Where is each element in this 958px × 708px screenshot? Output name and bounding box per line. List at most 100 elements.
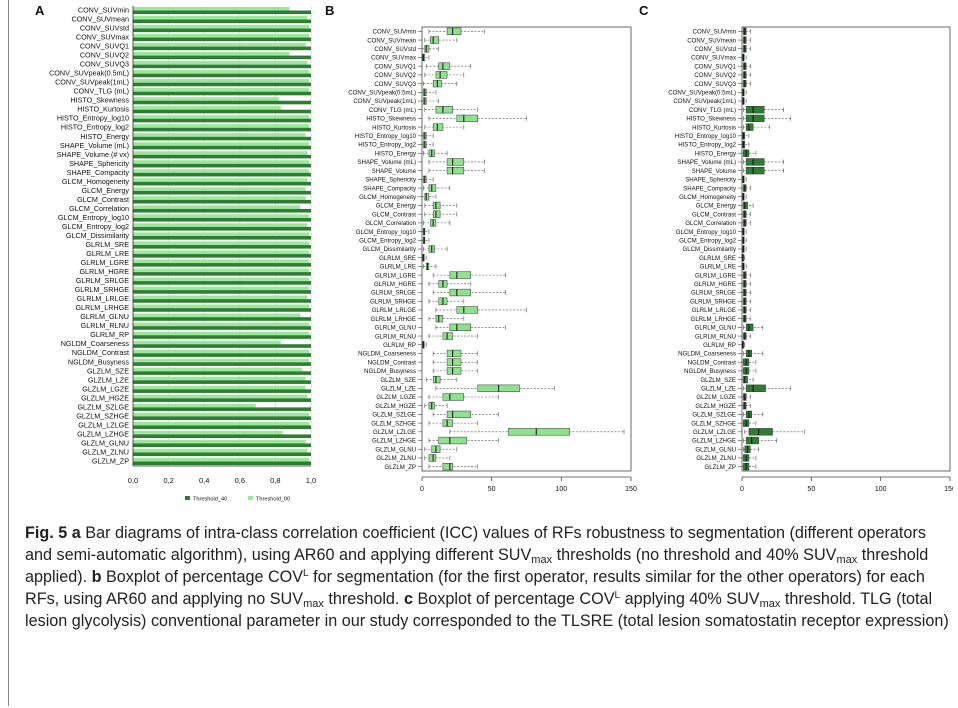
box-iqr-b (438, 62, 451, 70)
category-label-a: CONV_SUVmin (78, 5, 129, 14)
bar-threshold-40 (133, 452, 311, 457)
bar-threshold-40 (133, 308, 311, 312)
bar-threshold-00 (133, 160, 310, 164)
bar-threshold-40 (133, 461, 311, 466)
bar-threshold-40 (133, 353, 311, 357)
category-label-a: GLRLM_SRE (85, 240, 129, 249)
category-label-b: GLRLM_LRE (380, 264, 416, 271)
bar-threshold-00 (133, 169, 310, 173)
category-label-b: GLZLM_GLNU (375, 446, 416, 453)
bar-threshold-00 (133, 70, 310, 74)
category-label-a: GLZLM_LGZE (82, 384, 129, 393)
category-label-b: CONV_SUVQ3 (374, 81, 416, 88)
category-label-b: GLZLM_ZLNU (376, 455, 416, 462)
category-label-c: GLRLM_SRHGE (690, 298, 736, 305)
caption-a-text: threshold applied). (25, 546, 929, 586)
bar-threshold-00 (133, 439, 306, 444)
box-iqr-c (745, 114, 765, 123)
category-label-a: GLZLM_GLNU (81, 438, 129, 447)
tick-label-a: 0,6 (235, 476, 245, 485)
category-label-c: GLRLM_GLNU (695, 325, 736, 332)
bar-threshold-40 (133, 37, 311, 42)
category-label-c: GLCM_Homogeneity (679, 194, 737, 201)
caption-c-label: c (403, 590, 413, 608)
bar-threshold-00 (133, 232, 310, 236)
box-iqr-b (442, 419, 453, 427)
category-label-a: GLRLM_LRE (86, 249, 129, 258)
category-label-b: CONV_SUVQ2 (374, 72, 416, 79)
category-label-a: GLRLM_SRHGE (75, 285, 130, 294)
bar-threshold-40 (133, 64, 311, 69)
category-label-a: GLCM_Homogeneity (62, 177, 130, 186)
box-iqr-b (435, 106, 453, 114)
bar-threshold-40 (133, 416, 311, 420)
category-label-a: GLZLM_HGZE (81, 393, 129, 402)
category-label-a: GLRLM_SRLGE (76, 276, 129, 285)
category-label-c: GLCM_Dissimilarity (683, 246, 737, 253)
category-label-c: HISTO_Skewness (686, 116, 736, 123)
category-label-b: CONV_SUVpeak(1mL) (353, 98, 416, 105)
bar-threshold-40 (133, 190, 311, 195)
box-iqr-b (508, 428, 570, 436)
legend-swatch-threshold-00 (248, 496, 253, 500)
tick-label-b: 0 (420, 486, 424, 493)
category-label-b: GLZLM_LZHGE (372, 438, 416, 445)
category-label-b: GLRLM_RLNU (375, 333, 416, 340)
category-label-a: CONV_SUVmax (76, 33, 130, 42)
category-label-c: GLZLM_LZE (701, 385, 736, 392)
caption-c-text: threshold. TLG (total lesion glycolysis)… (25, 590, 949, 630)
category-label-c: GLRLM_LGRE (695, 272, 736, 279)
caption-a-text: Bar diagrams of intra-class correlation … (25, 524, 926, 564)
legend-swatch-threshold-40 (185, 496, 190, 500)
bar-threshold-00 (133, 250, 310, 255)
category-label-a: GLCM_Contrast (77, 195, 129, 204)
box-iqr-b (449, 323, 472, 331)
category-label-a: NGLDM_Coarseness (61, 339, 130, 348)
figure-caption: Fig. 5 a Bar diagrams of intra-class cor… (25, 522, 955, 632)
tick-label-a: 0,8 (270, 476, 280, 485)
category-label-c: NGLDM_Busyness (684, 368, 736, 375)
box-iqr-b (446, 27, 462, 35)
bar-threshold-00 (133, 115, 310, 119)
category-label-b: HISTO_Entropy_log10 (355, 133, 417, 140)
bar-threshold-40 (133, 19, 311, 24)
caption-a-label: a (71, 524, 81, 542)
bar-threshold-40 (133, 443, 311, 448)
bar-threshold-00 (133, 124, 310, 128)
bar-threshold-40 (133, 389, 311, 393)
bar-threshold-40 (133, 172, 311, 177)
category-label-c: SHAPE_Compacity (683, 185, 737, 192)
bar-threshold-00 (133, 268, 310, 273)
category-label-b: GLCM_Energy (376, 203, 417, 210)
category-label-b: GLRLM_RP (383, 342, 416, 349)
caption-b-text: for segmentation (for the first operator… (25, 568, 925, 608)
box-iqr-c (745, 384, 766, 392)
category-label-a: HISTO_Skewness (70, 96, 129, 105)
category-label-c: GLZLM_SZE (700, 377, 736, 384)
category-label-c: GLZLM_GLNU (695, 446, 736, 453)
category-label-b: CONV_SUVmax (371, 55, 416, 62)
category-label-a: GLZLM_ZP (92, 456, 129, 465)
category-label-a: NGLDM_Contrast (72, 348, 129, 357)
category-label-b: GLZLM_LGZE (376, 394, 416, 401)
box-iqr-c (745, 106, 765, 114)
box-iqr-c (745, 167, 765, 175)
bar-threshold-40 (133, 335, 311, 339)
box-iqr-b (438, 436, 467, 445)
box-iqr-b (430, 36, 439, 44)
category-label-a: GLCM_Correlation (69, 204, 129, 213)
category-label-b: SHAPE_Sphericity (365, 177, 417, 184)
category-label-b: GLZLM_LZE (381, 385, 416, 392)
bar-threshold-40 (133, 317, 311, 321)
category-label-a: GLZLM_LZE (88, 375, 129, 384)
box-iqr-c (745, 436, 759, 445)
box-iqr-b (432, 201, 441, 210)
bar-threshold-40 (133, 208, 311, 213)
category-label-c: GLZLM_HGZE (695, 403, 736, 410)
bar-threshold-00 (133, 340, 281, 345)
tick-label-a: 0,2 (163, 476, 173, 485)
category-label-b: GLCM_Entropy_log2 (359, 237, 417, 244)
category-label-a: SHAPE_Sphericity (69, 159, 129, 168)
category-label-b: GLRLM_SRE (379, 255, 416, 262)
category-label-c: GLZLM_LZHGE (692, 438, 736, 445)
